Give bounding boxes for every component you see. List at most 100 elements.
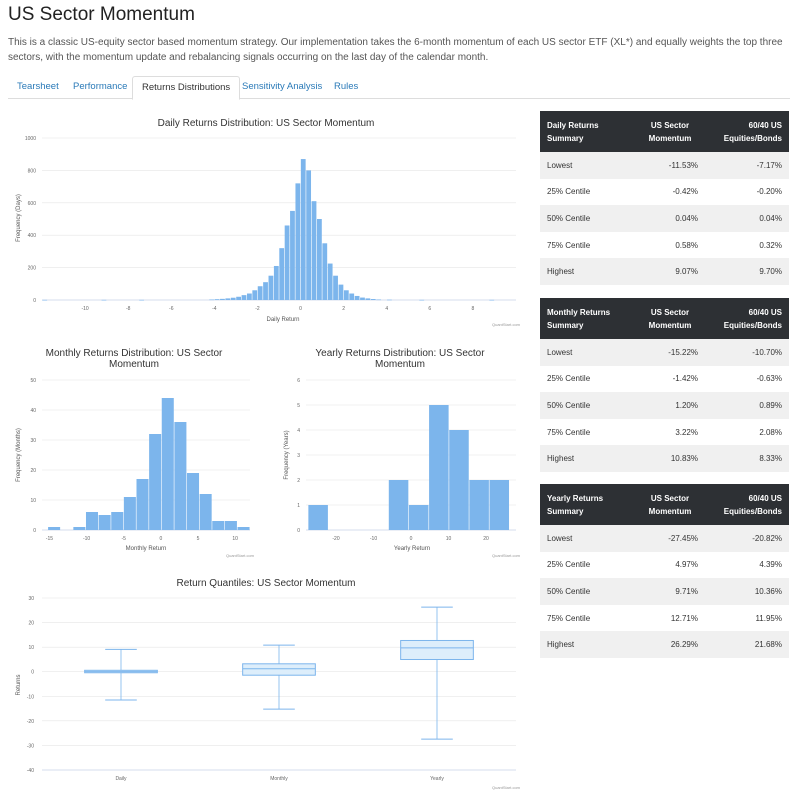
row-value: -0.20% xyxy=(705,178,789,206)
row-value: 4.39% xyxy=(705,551,789,579)
histogram-bar xyxy=(139,299,145,301)
monthly-returns-svg: Monthly Returns Distribution: US Sector … xyxy=(16,348,255,558)
y-axis-label: Frequency (Days) xyxy=(16,194,22,242)
histogram-bar xyxy=(85,512,99,530)
x-tick-label: 5 xyxy=(197,536,200,542)
y-tick-label: 200 xyxy=(28,266,37,272)
table-row: 75% Centile 0.58% 0.32% xyxy=(540,231,789,259)
yearly-returns-svg: Yearly Returns Distribution: US Sector M… xyxy=(284,348,521,558)
x-tick-label: Yearly xyxy=(430,776,444,782)
histogram-bar xyxy=(48,527,61,530)
y-tick-label: 10 xyxy=(28,645,34,651)
x-tick-label: -10 xyxy=(83,536,90,542)
histogram-bar xyxy=(408,505,429,530)
x-tick-label: -10 xyxy=(81,306,88,312)
histogram-bar xyxy=(419,299,425,301)
histogram-bar xyxy=(263,282,268,300)
row-value: 1.20% xyxy=(635,392,705,419)
x-tick-label: -8 xyxy=(126,306,131,312)
histogram-bar xyxy=(111,512,124,530)
y-tick-label: 10 xyxy=(30,498,36,504)
row-label: Highest xyxy=(540,445,635,472)
histogram-bar xyxy=(290,210,295,300)
histogram-bar xyxy=(252,290,258,300)
tab-sensitivity-analysis[interactable]: Sensitivity Analysis xyxy=(242,81,323,92)
histogram-bar xyxy=(449,430,469,530)
x-tick-label: 4 xyxy=(385,306,388,312)
histogram-bar xyxy=(161,398,174,530)
y-tick-label: -20 xyxy=(27,719,34,725)
y-axis-label: Frequency (Years) xyxy=(284,430,290,479)
row-value: 0.89% xyxy=(705,392,789,419)
table-row: 75% Centile 12.71% 11.95% xyxy=(540,604,789,632)
chart-title-line2: Momentum xyxy=(109,359,159,370)
histogram-bar xyxy=(149,434,162,530)
x-axis-label: Daily Return xyxy=(266,317,299,323)
chart-title: Return Quantiles: US Sector Momentum xyxy=(177,578,356,589)
histogram-bar xyxy=(246,293,252,300)
histogram-bar xyxy=(237,527,250,530)
row-value: 4.97% xyxy=(635,551,705,579)
ticks: 0 200 400 600 800 1000 -10 -8 -6 -4 -2 0 2 4 6 8 xyxy=(25,136,475,312)
row-value: -7.17% xyxy=(705,152,789,179)
chart-title-line1: Yearly Returns Distribution: US Sector xyxy=(315,348,485,359)
histogram-bar xyxy=(98,515,111,530)
table-row: Highest 10.83% 8.33% xyxy=(540,445,789,472)
histogram-bar xyxy=(429,405,449,530)
y-axis-label: Frequency (Months) xyxy=(16,428,22,482)
daily-returns-svg: Daily Returns Distribution: US Sector Mo… xyxy=(16,118,521,327)
histogram-bar xyxy=(224,521,237,530)
row-label: Lowest xyxy=(540,339,635,366)
page-title: US Sector Momentum xyxy=(8,4,195,25)
chart-title: Daily Returns Distribution: US Sector Mo… xyxy=(158,118,375,129)
row-value: 12.71% xyxy=(635,604,705,632)
row-value: 10.36% xyxy=(705,578,789,605)
histogram-bar xyxy=(101,299,107,301)
ticks: 0 10 20 30 40 50 -15 -10 -5 0 5 10 xyxy=(30,378,238,542)
histogram-bar xyxy=(174,422,187,530)
header-cell: Monthly Returns Summary xyxy=(540,298,635,339)
x-tick-label: -15 xyxy=(46,536,53,542)
return-quantiles-chart: Return Quantiles: US Sector Momentum -40… xyxy=(8,570,524,792)
table-row: 25% Centile 4.97% 4.39% xyxy=(540,551,789,579)
y-tick-label: 1000 xyxy=(25,136,36,142)
histogram-bar xyxy=(388,480,409,530)
row-value: 0.32% xyxy=(705,231,789,259)
tab-returns-distributions[interactable]: Returns Distributions xyxy=(132,76,241,100)
tab-tearsheet[interactable]: Tearsheet xyxy=(17,81,59,92)
y-tick-label: 0 xyxy=(31,670,34,676)
tab-bar: Tearsheet Performance Returns Distributi… xyxy=(8,76,790,100)
header-cell: US Sector Momentum xyxy=(635,298,705,339)
histogram-bar xyxy=(295,183,301,300)
row-label: 50% Centile xyxy=(540,578,635,605)
x-tick-label: -20 xyxy=(332,536,339,542)
chart-credit: QuantStart.com xyxy=(492,785,521,790)
x-tick-label: 6 xyxy=(428,306,431,312)
row-label: 75% Centile xyxy=(540,604,635,632)
quantile-box xyxy=(242,663,316,676)
chart-title-line2: Momentum xyxy=(375,359,425,370)
histogram-bar xyxy=(42,299,48,301)
y-tick-label: 0 xyxy=(33,528,36,534)
ticks: 0 1 2 3 4 5 6 -20 -10 0 10 20 xyxy=(297,378,489,542)
tab-rules[interactable]: Rules xyxy=(334,81,359,92)
monthly-returns-chart: Monthly Returns Distribution: US Sector … xyxy=(8,340,258,562)
row-label: 50% Centile xyxy=(540,205,635,232)
x-tick-label: -5 xyxy=(121,536,126,542)
histogram-bar xyxy=(376,299,382,301)
histogram-bar xyxy=(370,299,376,300)
histogram-bar xyxy=(236,296,241,300)
x-axis-label: Yearly Return xyxy=(394,546,430,552)
monthly-returns-summary-table: Monthly Returns Summary US Sector Moment… xyxy=(540,298,789,472)
page-intro: This is a classic US-equity sector based… xyxy=(8,37,783,63)
table-row: 50% Centile 9.71% 10.36% xyxy=(540,578,789,605)
table-row: 75% Centile 3.22% 2.08% xyxy=(540,418,789,446)
y-tick-label: 40 xyxy=(30,408,36,414)
histogram-bar xyxy=(365,298,371,300)
y-tick-label: 0 xyxy=(33,298,36,304)
row-value: -1.42% xyxy=(635,365,705,393)
row-value: -10.70% xyxy=(705,339,789,366)
y-tick-label: -40 xyxy=(27,768,34,774)
histogram-bar xyxy=(333,275,338,300)
tab-performance[interactable]: Performance xyxy=(73,81,128,92)
